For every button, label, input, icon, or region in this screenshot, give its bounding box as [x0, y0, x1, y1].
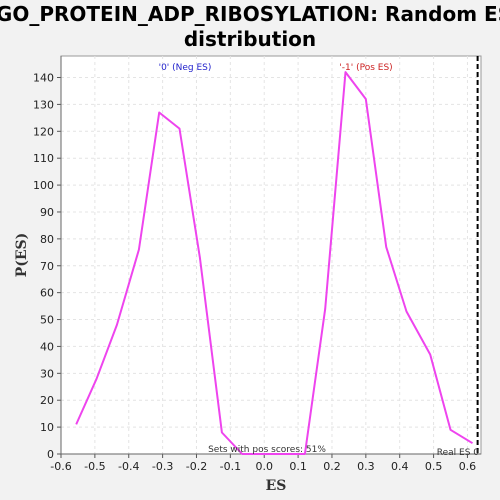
pos-scores-text: Sets with pos scores: 51%	[208, 445, 326, 455]
y-tick-label: 80	[40, 233, 54, 246]
x-tick-label: 0.4	[391, 460, 409, 473]
x-tick-label: 0.0	[255, 460, 273, 473]
axes: -0.6 -0.5 -0.4 -0.3 -0.2 -0.1 0.0 0.1 0.2 0.3 0.4 0…	[33, 56, 481, 473]
y-tick-label: 70	[40, 260, 54, 273]
x-tick-label: -0.3	[152, 460, 173, 473]
x-tick-label: -0.6	[50, 460, 71, 473]
y-tick-label: 10	[40, 421, 54, 434]
grid	[60, 56, 481, 455]
y-tick-label: 60	[40, 287, 54, 300]
y-tick-label: 110	[33, 152, 54, 165]
y-tick-label: 90	[40, 206, 54, 219]
x-axis-label: ES	[266, 478, 287, 494]
x-tick-label: -0.2	[186, 460, 207, 473]
x-tick-label: 0.3	[357, 460, 375, 473]
y-tick-label: 20	[40, 394, 54, 407]
y-tick-label: 130	[33, 98, 54, 111]
y-tick-label: 0	[47, 448, 54, 461]
y-tick-label: 140	[33, 72, 54, 85]
x-tick-label: 0.2	[323, 460, 341, 473]
x-tick-label: 0.1	[289, 460, 307, 473]
es-distribution-line	[75, 71, 474, 455]
x-tick-label: 0.5	[425, 460, 443, 473]
x-tick-label: 0.6	[459, 460, 477, 473]
pos-es-label: '-1' (Pos ES)	[339, 63, 392, 73]
y-tick-label: 30	[40, 367, 54, 380]
real-es-label: Real ES 0	[437, 448, 480, 458]
y-axis-label: P(ES)	[14, 233, 30, 278]
chart-title-line2: distribution	[184, 27, 316, 51]
neg-es-label: '0' (Neg ES)	[159, 63, 212, 73]
x-tick-label: -0.5	[84, 460, 105, 473]
plot-area	[60, 55, 482, 455]
x-tick-label: -0.1	[220, 460, 241, 473]
chart-title-line1: GO_PROTEIN_ADP_RIBOSYLATION: Random ES	[0, 2, 500, 26]
y-tick-label: 120	[33, 125, 54, 138]
series-group	[75, 71, 474, 455]
y-tick-label: 40	[40, 340, 54, 353]
y-tick-label: 50	[40, 314, 54, 327]
y-tick-label: 100	[33, 179, 54, 192]
x-tick-label: -0.4	[118, 460, 139, 473]
